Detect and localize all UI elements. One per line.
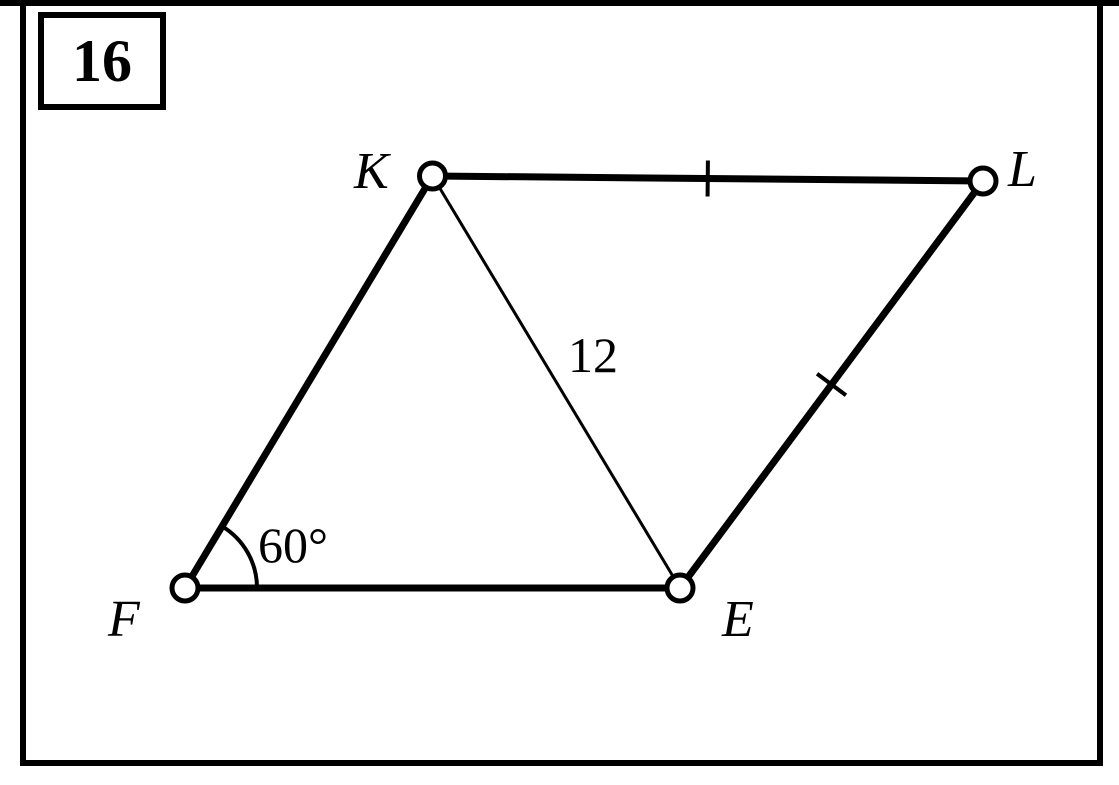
point-f (172, 575, 198, 601)
point-k (420, 163, 446, 189)
point-label-e: E (722, 590, 754, 649)
point-l (970, 168, 996, 194)
angle-value-label: 60° (258, 516, 328, 574)
tick-mark (817, 374, 846, 395)
diagonal-k-e (433, 176, 681, 588)
geometry-diagram (0, 0, 1119, 785)
point-label-f: F (108, 590, 140, 649)
segment-value-label: 12 (568, 326, 618, 384)
point-e (667, 575, 693, 601)
angle-arc (222, 526, 257, 588)
point-label-k: K (354, 142, 389, 201)
point-label-l: L (1008, 140, 1037, 199)
